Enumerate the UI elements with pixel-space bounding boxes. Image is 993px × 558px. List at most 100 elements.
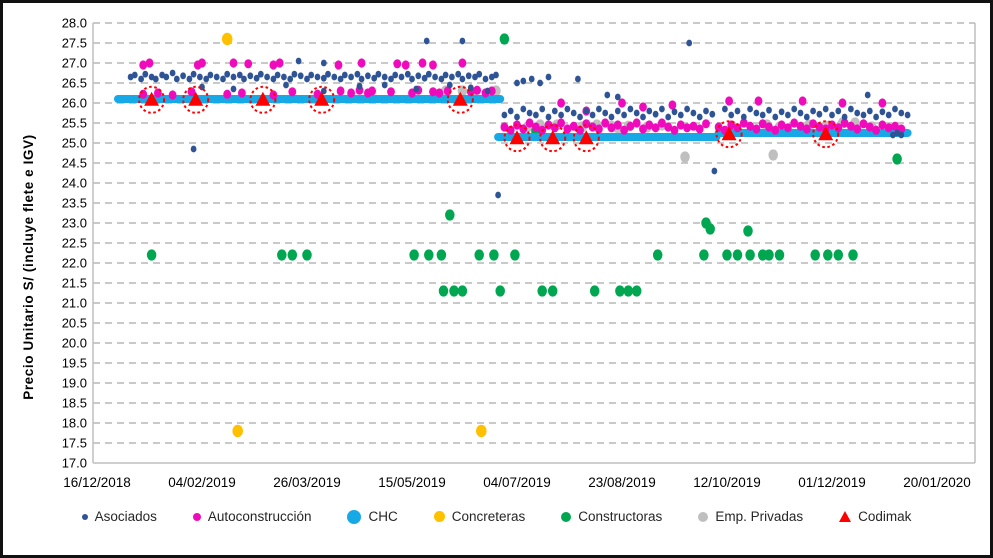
data-point: [533, 111, 539, 119]
data-point: [190, 70, 197, 78]
data-point: [281, 73, 287, 81]
data-point: [449, 285, 459, 297]
data-point: [230, 73, 237, 81]
x-tick-label: 01/12/2019: [798, 475, 866, 490]
data-point-triangle: [721, 126, 737, 141]
data-point: [557, 118, 566, 128]
data-point: [768, 149, 778, 161]
data-point: [677, 111, 684, 119]
data-point: [275, 58, 284, 68]
data-point: [375, 70, 382, 78]
data-point: [220, 75, 226, 83]
data-point: [320, 74, 327, 82]
data-point: [314, 73, 321, 81]
data-point: [853, 124, 862, 134]
data-point: [810, 107, 816, 115]
data-point: [659, 105, 665, 113]
y-tick-label: 24.0: [62, 176, 87, 191]
data-point: [860, 111, 867, 119]
data-point: [331, 73, 338, 81]
data-point: [500, 122, 509, 132]
data-point: [393, 59, 402, 69]
data-point: [725, 96, 734, 106]
legend-item-chc: CHC: [347, 509, 398, 524]
data-point: [699, 249, 709, 261]
data-point: [545, 113, 552, 121]
data-point: [415, 72, 422, 80]
series-Concreteras: [221, 32, 487, 438]
data-point: [645, 120, 654, 130]
gridlines: [93, 22, 975, 444]
legend-dot-icon: [433, 511, 445, 522]
data-point-triangle: [818, 126, 834, 141]
data-point: [424, 249, 434, 261]
data-point: [145, 58, 154, 68]
legend-dot-icon: [81, 513, 88, 520]
data-point: [754, 96, 763, 106]
data-point: [484, 87, 491, 95]
data-point: [570, 109, 577, 117]
data-point: [173, 75, 180, 83]
data-point: [623, 285, 634, 297]
data-point: [269, 90, 278, 100]
data-point: [816, 110, 823, 118]
data-point: [865, 122, 874, 132]
data-point: [404, 70, 411, 78]
y-axis-tick-labels: 28.0 27.5 27.0 26.5 26.0 25.5 25.0 24.5 24.0 23.5…: [62, 16, 87, 471]
data-point: [633, 109, 640, 117]
data-point: [690, 109, 697, 117]
x-tick-label: 23/08/2019: [588, 475, 656, 490]
data-point: [421, 74, 428, 82]
data-point: [146, 249, 157, 261]
data-point: [388, 75, 394, 83]
y-tick-label: 17.5: [62, 436, 87, 451]
data-point: [547, 285, 558, 297]
data-point: [594, 124, 603, 134]
data-point: [302, 249, 312, 261]
y-tick-label: 20.0: [62, 336, 87, 351]
data-point: [791, 105, 798, 113]
data-point: [270, 75, 277, 83]
data-point: [848, 249, 858, 261]
data-point: [347, 88, 356, 98]
data-point: [506, 125, 515, 135]
x-tick-label: 15/05/2019: [378, 475, 446, 490]
data-point: [728, 111, 735, 119]
data-point: [838, 98, 847, 108]
legend-label: Autoconstrucción: [207, 509, 312, 524]
data-point: [207, 71, 214, 79]
highlight-circle: [182, 85, 210, 114]
data-point: [139, 60, 148, 70]
data-point: [381, 81, 388, 89]
data-point: [223, 89, 232, 99]
data-point: [418, 58, 427, 68]
data-point: [495, 285, 505, 297]
data-point: [872, 125, 881, 135]
data-point: [336, 86, 345, 96]
data-point: [348, 73, 354, 81]
data-point: [458, 58, 467, 68]
data-point: [626, 121, 635, 131]
data-point: [796, 121, 805, 131]
y-tick-label: 19.5: [62, 356, 87, 371]
data-point: [398, 73, 405, 81]
data-point: [618, 98, 626, 108]
data-point: [337, 75, 344, 83]
data-point: [680, 151, 690, 163]
data-point: [864, 91, 871, 99]
data-point: [244, 59, 253, 69]
data-point: [747, 105, 753, 113]
data-point: [615, 285, 625, 297]
highlight-circle: [249, 85, 277, 114]
data-point: [241, 75, 247, 83]
data-point: [589, 285, 600, 297]
data-point: [884, 123, 893, 133]
data-point: [665, 113, 672, 121]
data-point: [651, 123, 660, 133]
y-tick-label: 18.5: [62, 396, 87, 411]
data-point: [696, 113, 703, 121]
data-point: [334, 60, 343, 70]
data-point: [425, 70, 432, 78]
data-point: [368, 86, 377, 96]
